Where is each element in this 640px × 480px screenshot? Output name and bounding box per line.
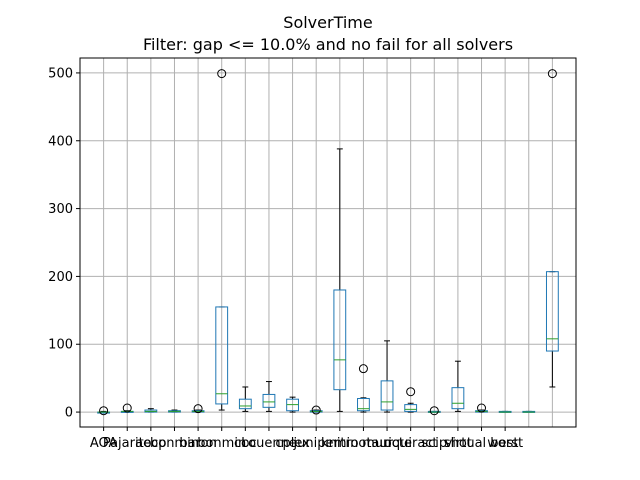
- iqr-box: [380, 380, 394, 411]
- outlier-point: [358, 364, 368, 374]
- plot-frame: [79, 57, 577, 428]
- box-3: [144, 408, 158, 413]
- box-series: [97, 69, 559, 416]
- x-tick-label: aecp: [135, 436, 166, 451]
- iqr-box: [545, 271, 559, 352]
- box-5: [191, 404, 205, 414]
- x-tick-label: couenne: [241, 436, 297, 451]
- iqr-box: [262, 393, 276, 408]
- box-17: [475, 403, 488, 413]
- outlier-point: [406, 387, 416, 397]
- box-2: [120, 403, 134, 413]
- outlier-point: [193, 404, 203, 414]
- iqr-box: [404, 404, 418, 412]
- box-15: [427, 406, 441, 416]
- box-8: [262, 381, 276, 412]
- x-tick-label: worst: [487, 436, 523, 451]
- x-tick-label: bonmin: [197, 436, 246, 451]
- x-tick-label: bonmin: [150, 436, 199, 451]
- iqr-box: [238, 398, 252, 410]
- x-tick-label: cbc: [234, 436, 257, 451]
- outlier-point: [547, 69, 557, 79]
- x-tick-label: cplex: [275, 436, 310, 451]
- x-tick-label: octeract: [384, 436, 438, 451]
- y-tick-label: 400: [48, 134, 73, 149]
- box-6: [215, 69, 229, 411]
- y-tick-label: 200: [48, 270, 73, 285]
- x-tick-label: virtual best: [445, 436, 519, 451]
- iqr-box: [215, 306, 229, 405]
- box-13: [380, 340, 394, 413]
- box-14: [404, 387, 418, 413]
- y-tick-label: 300: [48, 202, 73, 217]
- outlier-point: [122, 403, 132, 413]
- x-tick-label: Pajarito: [103, 436, 152, 451]
- outlier-point: [477, 403, 487, 413]
- x-tick-label: baron: [179, 436, 216, 451]
- box-18: [498, 410, 512, 413]
- iqr-box: [333, 289, 347, 391]
- outlier-point: [99, 406, 109, 416]
- iqr-box: [451, 387, 465, 410]
- y-tick-label: 100: [48, 338, 73, 353]
- box-16: [451, 360, 465, 412]
- box-20: [545, 69, 559, 388]
- outlier-point: [429, 406, 439, 416]
- x-tick-label: scip: [421, 436, 447, 451]
- y-tick-label: 0: [65, 406, 73, 421]
- x-tick-label: minotaur: [334, 436, 394, 451]
- x-tick-label: shot: [444, 436, 472, 451]
- box-7: [238, 386, 252, 412]
- box-9: [286, 396, 299, 413]
- outlier-point: [217, 69, 227, 79]
- box-12: [357, 364, 370, 413]
- x-tick-label: muriqui: [362, 436, 412, 451]
- box-11: [333, 148, 347, 412]
- box-19: [522, 410, 536, 413]
- axes: 0100200300400500AOAPajaritoaecpbonminbar…: [48, 66, 523, 451]
- box-1: [97, 406, 111, 416]
- x-tick-label: juniper: [293, 436, 340, 451]
- chart-subtitle: Filter: gap <= 10.0% and no fail for all…: [143, 35, 513, 54]
- outlier-point: [311, 405, 321, 415]
- x-tick-label: AOA: [90, 436, 118, 451]
- box-4: [168, 409, 181, 413]
- iqr-box: [357, 398, 370, 412]
- chart-title: SolverTime: [283, 13, 372, 32]
- x-tick-label: knitro: [321, 436, 359, 451]
- box-10: [309, 405, 323, 415]
- y-tick-label: 500: [48, 66, 73, 81]
